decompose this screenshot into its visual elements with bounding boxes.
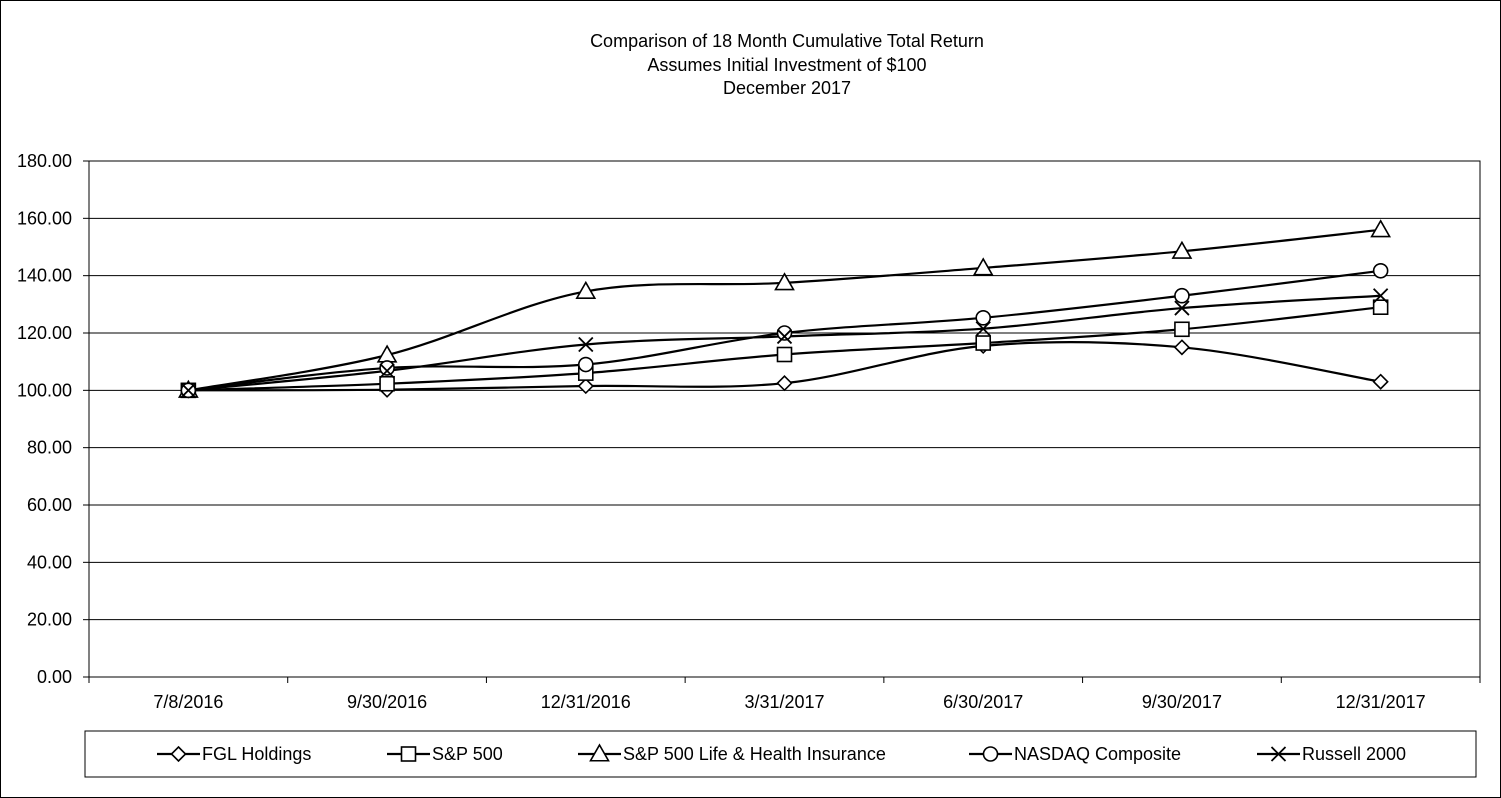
y-tick-label: 160.00 <box>17 208 72 228</box>
data-point-x <box>379 363 395 379</box>
data-point-circle <box>1174 287 1190 304</box>
data-point-triangle <box>774 272 795 291</box>
data-point-square <box>776 346 793 363</box>
data-point-circle <box>975 310 992 326</box>
title-line-1: Comparison of 18 Month Cumulative Total … <box>590 31 984 51</box>
legend-label: S&P 500 <box>432 744 503 764</box>
data-point-diamond <box>1173 339 1191 356</box>
data-point-triangle <box>972 257 994 276</box>
data-point-square <box>379 375 395 392</box>
data-point-square <box>1174 321 1190 338</box>
data-point-triangle <box>1171 240 1193 259</box>
data-point-circle <box>577 356 594 373</box>
y-tick-label: 100.00 <box>17 380 72 400</box>
y-tick-label: 20.00 <box>27 610 72 630</box>
y-tick-label: 140.00 <box>17 266 72 286</box>
legend-marker-x <box>1270 746 1287 762</box>
legend-label: Russell 2000 <box>1302 744 1406 764</box>
x-tick-label: 6/30/2017 <box>943 692 1023 712</box>
data-point-diamond <box>1372 373 1389 390</box>
y-tick-label: 180.00 <box>17 151 72 171</box>
data-point-diamond <box>577 377 594 395</box>
data-point-x <box>578 336 594 353</box>
data-point-x <box>776 328 793 345</box>
data-point-triangle <box>1370 219 1392 238</box>
x-tick-label: 12/31/2016 <box>541 692 631 712</box>
x-tick-label: 9/30/2016 <box>347 692 427 712</box>
y-tick-label: 120.00 <box>17 323 72 343</box>
legend-marker-diamond <box>170 745 187 763</box>
data-point-square <box>1372 299 1389 316</box>
data-point-x <box>975 321 991 337</box>
x-axis: 7/8/2016 9/30/2016 12/31/2016 3/31/2017 6/30… <box>88 677 1481 712</box>
x-tick-label: 9/30/2017 <box>1142 692 1222 712</box>
y-tick-label: 60.00 <box>27 495 72 515</box>
legend-entry: S&P 500 Life & Health Insurance <box>578 743 886 764</box>
title-line-3: December 2017 <box>723 78 851 98</box>
legend-marker-triangle <box>589 743 610 762</box>
plot-area <box>88 160 1481 678</box>
legend-label: S&P 500 Life & Health Insurance <box>623 744 886 764</box>
data-point-x <box>1373 288 1389 304</box>
legend-marker-square <box>400 746 417 762</box>
legend-entry: Russell 2000 <box>1257 744 1406 764</box>
series-layer <box>177 219 1392 399</box>
data-point-circle <box>1372 262 1389 279</box>
data-point-triangle <box>575 280 597 299</box>
x-tick-label: 12/31/2017 <box>1336 692 1426 712</box>
legend-entry: NASDAQ Composite <box>969 744 1181 764</box>
series-line <box>188 228 1381 392</box>
chart-title: Comparison of 18 Month Cumulative Total … <box>590 31 984 98</box>
data-point-x <box>180 382 196 398</box>
data-point-circle <box>379 360 395 376</box>
data-point-square <box>975 335 992 351</box>
legend-label: NASDAQ Composite <box>1014 744 1181 764</box>
x-tick-label: 7/8/2016 <box>153 692 223 712</box>
legend-marker-circle <box>982 746 999 762</box>
legend-box <box>84 730 1477 778</box>
x-tick-label: 3/31/2017 <box>744 692 824 712</box>
legend-label: FGL Holdings <box>202 744 311 764</box>
legend: FGL Holdings S&P 500 S&P 500 Life & Health… <box>84 730 1477 778</box>
y-tick-label: 80.00 <box>27 438 72 458</box>
series-triangle <box>188 228 1381 392</box>
legend-entry: S&P 500 <box>387 744 503 764</box>
data-point-circle <box>776 325 793 341</box>
data-point-diamond <box>776 375 793 392</box>
series-markers-x <box>180 288 1389 398</box>
legend-entry: FGL Holdings <box>157 744 311 764</box>
y-tick-label: 40.00 <box>27 552 72 572</box>
y-tick-label: 0.00 <box>37 667 72 687</box>
title-line-2: Assumes Initial Investment of $100 <box>647 55 926 75</box>
y-axis: 0.00 20.00 40.00 60.00 80.00 100.00 120.00 140.… <box>17 151 89 687</box>
data-point-x <box>1174 300 1190 316</box>
